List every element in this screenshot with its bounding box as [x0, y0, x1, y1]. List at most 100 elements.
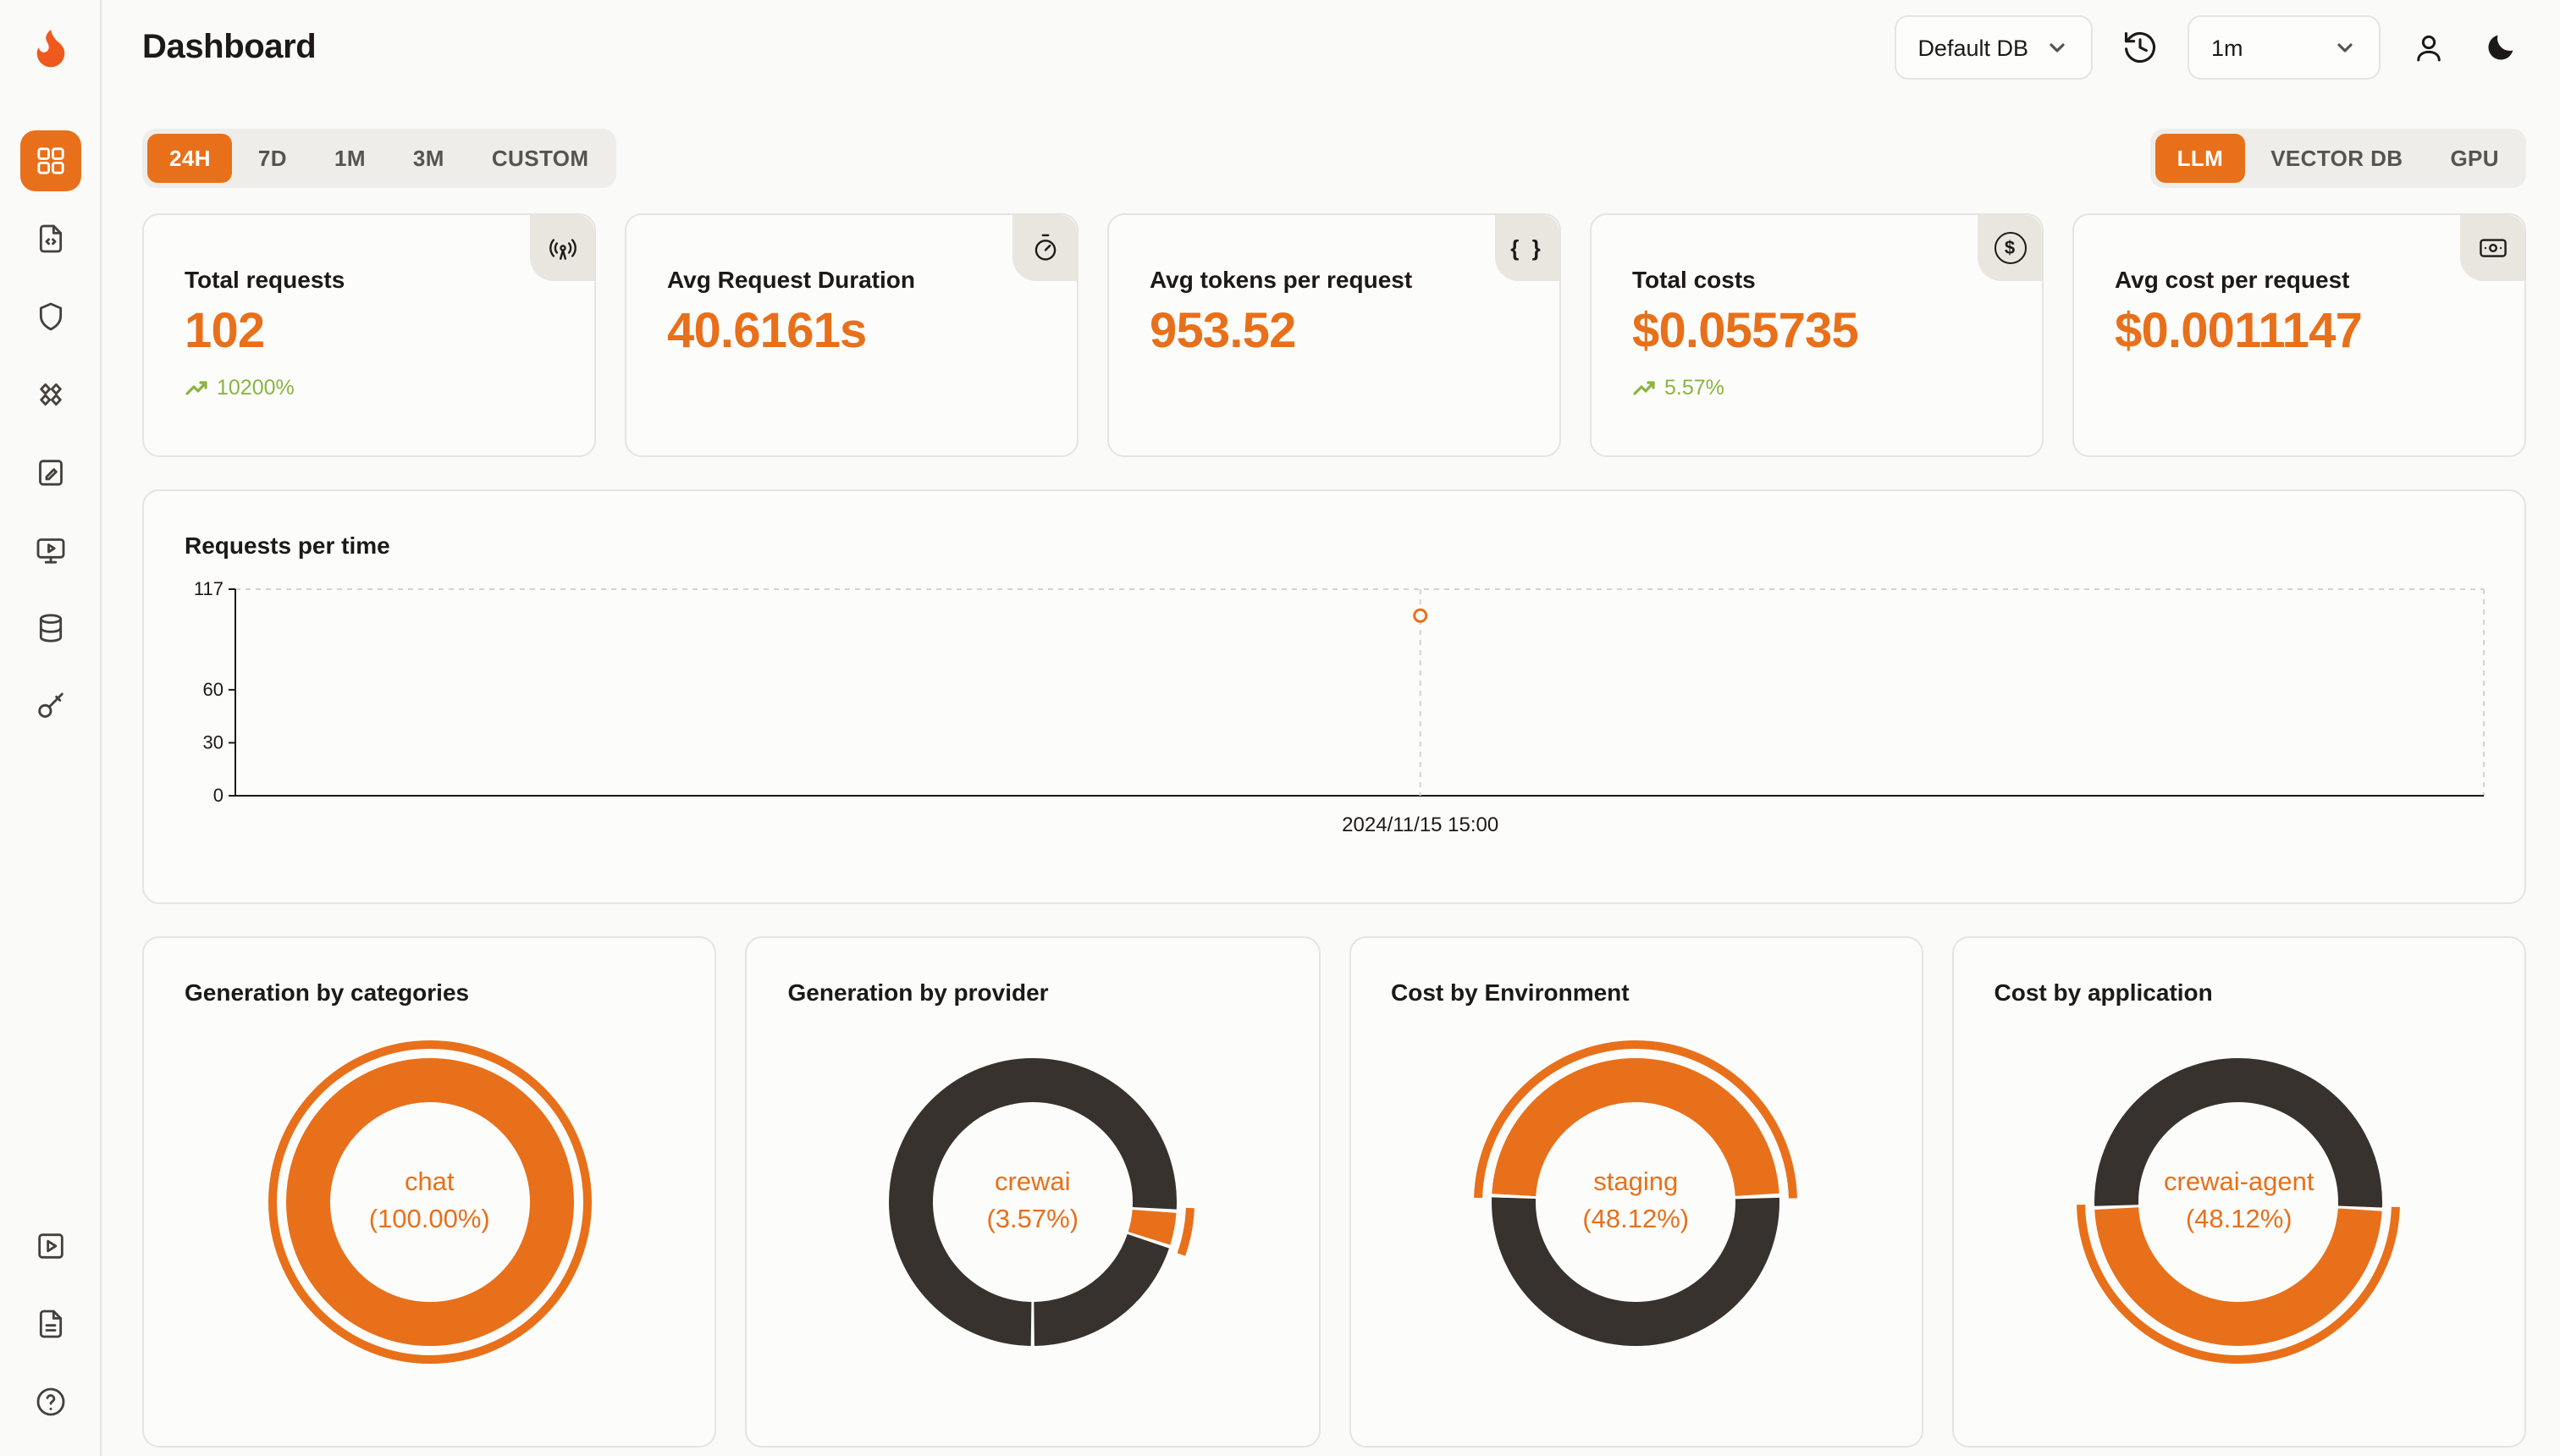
- header-controls: Default DB 1m: [1894, 15, 2526, 80]
- filter-row: 24H 7D 1M 3M CUSTOM LLM VECTOR DB GPU: [142, 129, 2526, 188]
- requests-per-time-card: Requests per time 0 30 60 117 2024/11/15 15:…: [142, 489, 2526, 904]
- tab-3m[interactable]: 3M: [412, 146, 444, 171]
- stat-card-avg-cost: Avg cost per request $0.0011147: [2072, 213, 2526, 457]
- stat-value: 953.52: [1150, 305, 1296, 359]
- stat-card-total-costs: $ Total costs $0.055735 5.57%: [1590, 213, 2044, 457]
- donut-chart-wrap: chat (100.00%): [260, 1033, 599, 1371]
- content: 24H 7D 1M 3M CUSTOM LLM VECTOR DB GPU: [102, 95, 2560, 1448]
- braces-icon: { }: [1510, 235, 1544, 261]
- svg-text:2024/11/15 15:00: 2024/11/15 15:00: [1342, 813, 1498, 836]
- trending-up-icon: [1633, 381, 1655, 395]
- stat-value: $0.0011147: [2115, 305, 2363, 359]
- svg-text:60: 60: [203, 679, 223, 700]
- timer-icon: [1034, 234, 1056, 261]
- svg-text:117: 117: [194, 578, 223, 599]
- refresh-history-button[interactable]: [2115, 22, 2166, 73]
- stat-label: Total costs: [1632, 266, 1756, 293]
- stat-card-total-requests: Total requests 102 10200%: [142, 213, 596, 457]
- donut-center-label: staging (48.12%): [1466, 1033, 1805, 1371]
- tab-vector-db[interactable]: VECTOR DB: [2270, 146, 2403, 171]
- donut-chart-wrap: crewai-agent (48.12%): [2070, 1033, 2408, 1371]
- theme-toggle-button[interactable]: [2475, 22, 2526, 73]
- moon-icon: [2488, 35, 2513, 60]
- sidebar-item-help[interactable]: [19, 1371, 80, 1432]
- donut-title: Cost by application: [1994, 979, 2213, 1006]
- tab-7d[interactable]: 7D: [257, 146, 287, 171]
- chevron-down-icon: [2050, 43, 2065, 52]
- sidebar-item-tutorials[interactable]: [19, 1216, 80, 1277]
- header: Dashboard Default DB 1m: [102, 0, 2560, 95]
- generation-by-categories-card: Generation by categories chat (100.00%): [142, 936, 717, 1448]
- stat-badge: [530, 215, 594, 281]
- sidebar-item-docs[interactable]: [19, 1293, 80, 1354]
- tab-gpu[interactable]: GPU: [2450, 146, 2499, 171]
- donut-center-pct: (48.12%): [1582, 1205, 1690, 1234]
- account-button[interactable]: [2403, 22, 2453, 73]
- stat-badge: [1012, 215, 1077, 281]
- cost-by-environment-card: Cost by Environment staging (48.12%): [1349, 936, 1923, 1448]
- chart-title: Requests per time: [185, 532, 390, 559]
- donut-chart: [870, 1040, 1194, 1364]
- sidebar-item-security[interactable]: [19, 286, 80, 347]
- tab-llm[interactable]: LLM: [2154, 134, 2246, 183]
- stat-delta: 10200%: [185, 376, 554, 400]
- donut-chart: [268, 1040, 592, 1364]
- stat-badge: $: [1978, 215, 2042, 281]
- stat-delta: 5.57%: [1632, 376, 2001, 400]
- sidebar-item-dashboard[interactable]: [19, 130, 80, 191]
- donut-title: Generation by categories: [185, 979, 470, 1006]
- sidebar-item-traces[interactable]: [19, 208, 80, 269]
- donut-title: Generation by provider: [787, 979, 1049, 1006]
- monitor-play-icon: [36, 538, 64, 564]
- tab-1m[interactable]: 1M: [334, 146, 366, 171]
- main-area: Dashboard Default DB 1m: [102, 0, 2560, 1456]
- generation-by-provider-card: Generation by provider crewai (3.57%): [745, 936, 1320, 1448]
- stat-delta-value: 10200%: [217, 376, 295, 400]
- sidebar-nav: [19, 130, 80, 736]
- stat-value: $0.055735: [1632, 305, 1859, 359]
- sidebar-item-api-keys[interactable]: [19, 676, 80, 736]
- stats-row: Total requests 102 10200%: [142, 213, 2526, 457]
- donut-center-pct: (100.00%): [368, 1205, 490, 1234]
- donut-center-label: crewai (3.57%): [863, 1033, 1202, 1371]
- donut-chart-wrap: crewai (3.57%): [863, 1033, 1202, 1371]
- sidebar-item-evaluations[interactable]: [19, 442, 80, 503]
- help-circle-icon: [36, 1387, 64, 1416]
- database-icon: [38, 614, 62, 643]
- tab-custom[interactable]: CUSTOM: [491, 146, 589, 171]
- donut-center-name: crewai-agent: [2164, 1168, 2314, 1198]
- stat-label: Avg Request Duration: [667, 266, 915, 293]
- donut-center-pct: (48.12%): [2185, 1205, 2292, 1234]
- user-icon: [2416, 34, 2440, 61]
- sidebar-item-datasets[interactable]: [19, 598, 80, 659]
- key-icon: [37, 692, 63, 718]
- svg-text:30: 30: [203, 731, 223, 753]
- file-code-icon: [38, 224, 62, 253]
- stat-label: Avg tokens per request: [1150, 266, 1413, 293]
- sidebar-item-playground[interactable]: [19, 520, 80, 581]
- stat-card-avg-duration: Avg Request Duration 40.6161s: [625, 213, 1079, 457]
- sidebar-item-modules[interactable]: [19, 364, 80, 425]
- sidebar: [0, 0, 102, 1456]
- clipboard-edit-icon: [38, 460, 62, 486]
- donut-title: Cost by Environment: [1391, 979, 1630, 1006]
- interval-select[interactable]: 1m: [2188, 15, 2381, 80]
- stat-label: Avg cost per request: [2115, 266, 2350, 293]
- donut-chart: [2077, 1040, 2401, 1364]
- stat-badge: [2460, 215, 2524, 281]
- donut-center-pct: (3.57%): [986, 1205, 1079, 1234]
- dollar-circle-icon: $: [1994, 232, 2026, 264]
- file-text-icon: [38, 1310, 62, 1338]
- database-select-value: Default DB: [1917, 35, 2028, 60]
- app-logo-flame-icon[interactable]: [25, 22, 75, 73]
- stat-card-avg-tokens: { } Avg tokens per request 953.52: [1107, 213, 1561, 457]
- database-select[interactable]: Default DB: [1894, 15, 2093, 80]
- stat-badge: { }: [1495, 215, 1559, 281]
- donut-center-name: chat: [404, 1168, 455, 1198]
- tab-24h[interactable]: 24H: [147, 134, 233, 183]
- cost-by-application-card: Cost by application crewai-agent (48.12%…: [1951, 936, 2526, 1448]
- chevron-down-icon: [2337, 43, 2353, 52]
- time-range-tabs: 24H 7D 1M 3M CUSTOM: [142, 129, 616, 188]
- donut-center-name: staging: [1593, 1168, 1679, 1198]
